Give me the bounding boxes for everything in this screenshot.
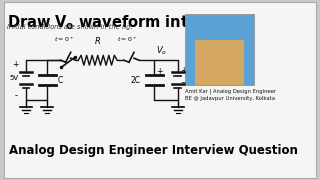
Text: +: +: [180, 66, 187, 75]
Text: 5V: 5V: [10, 75, 19, 81]
Text: C: C: [58, 76, 63, 85]
Text: 2C: 2C: [131, 76, 141, 85]
Text: BE @ Jadavpur University, Kolkata: BE @ Jadavpur University, Kolkata: [185, 96, 275, 101]
Text: +: +: [13, 60, 19, 69]
Text: $t=0^+$: $t=0^+$: [117, 35, 137, 44]
Text: R: R: [95, 37, 101, 46]
Text: $t=0^+$: $t=0^+$: [54, 35, 74, 44]
Text: $\mathbf{Draw\ V_o\ waveform\ intuitively}$: $\mathbf{Draw\ V_o\ waveform\ intuitivel…: [7, 13, 251, 32]
Bar: [185, 14, 254, 85]
Text: $V_o$: $V_o$: [156, 45, 167, 57]
Text: Amit Kar | Analog Design Engineer: Amit Kar | Analog Design Engineer: [185, 88, 276, 94]
Text: +: +: [156, 67, 162, 76]
Bar: [195, 40, 244, 85]
Text: Initial conditions are shown in the fig.: Initial conditions are shown in the fig.: [7, 24, 133, 30]
Text: $-2V$: $-2V$: [180, 78, 198, 87]
Text: Analog Design Engineer Interview Question: Analog Design Engineer Interview Questio…: [9, 145, 298, 158]
Text: -: -: [14, 91, 17, 100]
